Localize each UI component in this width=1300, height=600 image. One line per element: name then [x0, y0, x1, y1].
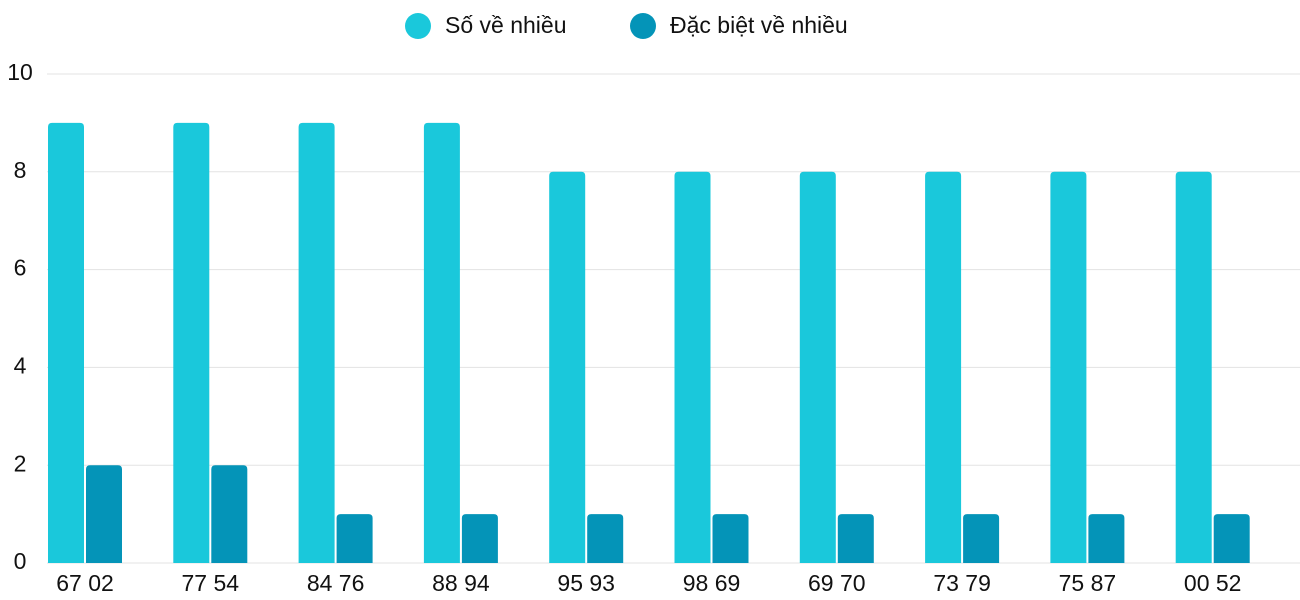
bar	[1088, 514, 1125, 563]
y-tick-label: 2	[14, 450, 27, 476]
x-tick-label: 88 94	[432, 570, 490, 596]
legend-label: Số về nhiều	[445, 12, 566, 38]
x-tick-label: 98 69	[683, 570, 741, 596]
bar	[298, 122, 335, 564]
bar	[837, 514, 874, 563]
bar	[48, 122, 84, 564]
x-tick-label: 67 02	[56, 570, 114, 596]
x-tick-label: 77 54	[182, 570, 240, 596]
bar	[336, 514, 373, 563]
x-tick-label: 69 70	[808, 570, 866, 596]
bar	[86, 465, 122, 563]
x-tick-label: 75 87	[1059, 570, 1117, 596]
bar	[925, 171, 962, 564]
bar	[1175, 171, 1212, 564]
x-tick-label: 73 79	[933, 570, 991, 596]
bar	[963, 514, 1000, 563]
y-tick-label: 6	[14, 255, 27, 281]
legend-marker	[630, 13, 656, 39]
bar	[674, 171, 711, 564]
bar	[549, 171, 586, 564]
legend-marker	[405, 13, 431, 39]
bar	[461, 514, 498, 563]
bar	[173, 122, 210, 564]
x-tick-label: 00 52	[1184, 570, 1242, 596]
x-tick-label: 84 76	[307, 570, 365, 596]
bar	[1050, 171, 1087, 564]
y-tick-label: 8	[14, 157, 27, 183]
legend-label: Đặc biệt về nhiều	[670, 12, 848, 38]
bar	[1213, 514, 1250, 563]
y-tick-label: 4	[14, 352, 27, 378]
y-tick-label: 10	[7, 59, 33, 85]
y-tick-label: 0	[14, 548, 27, 574]
bar	[423, 122, 460, 564]
bar	[211, 465, 248, 563]
bar	[799, 171, 836, 564]
x-tick-label: 95 93	[557, 570, 615, 596]
bar	[587, 514, 624, 563]
bar	[712, 514, 749, 563]
